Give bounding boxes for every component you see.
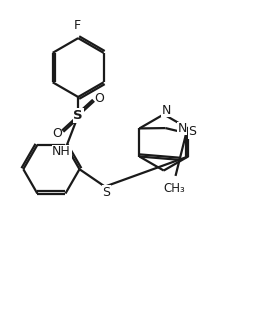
Text: O: O	[52, 127, 62, 140]
Text: S: S	[188, 125, 196, 138]
Text: CH₃: CH₃	[163, 182, 185, 195]
Text: N: N	[162, 104, 171, 117]
Text: O: O	[94, 92, 104, 105]
Text: NH: NH	[52, 145, 71, 158]
Text: S: S	[73, 109, 83, 122]
Text: S: S	[102, 186, 110, 199]
Text: F: F	[73, 19, 80, 32]
Text: N: N	[178, 122, 187, 135]
